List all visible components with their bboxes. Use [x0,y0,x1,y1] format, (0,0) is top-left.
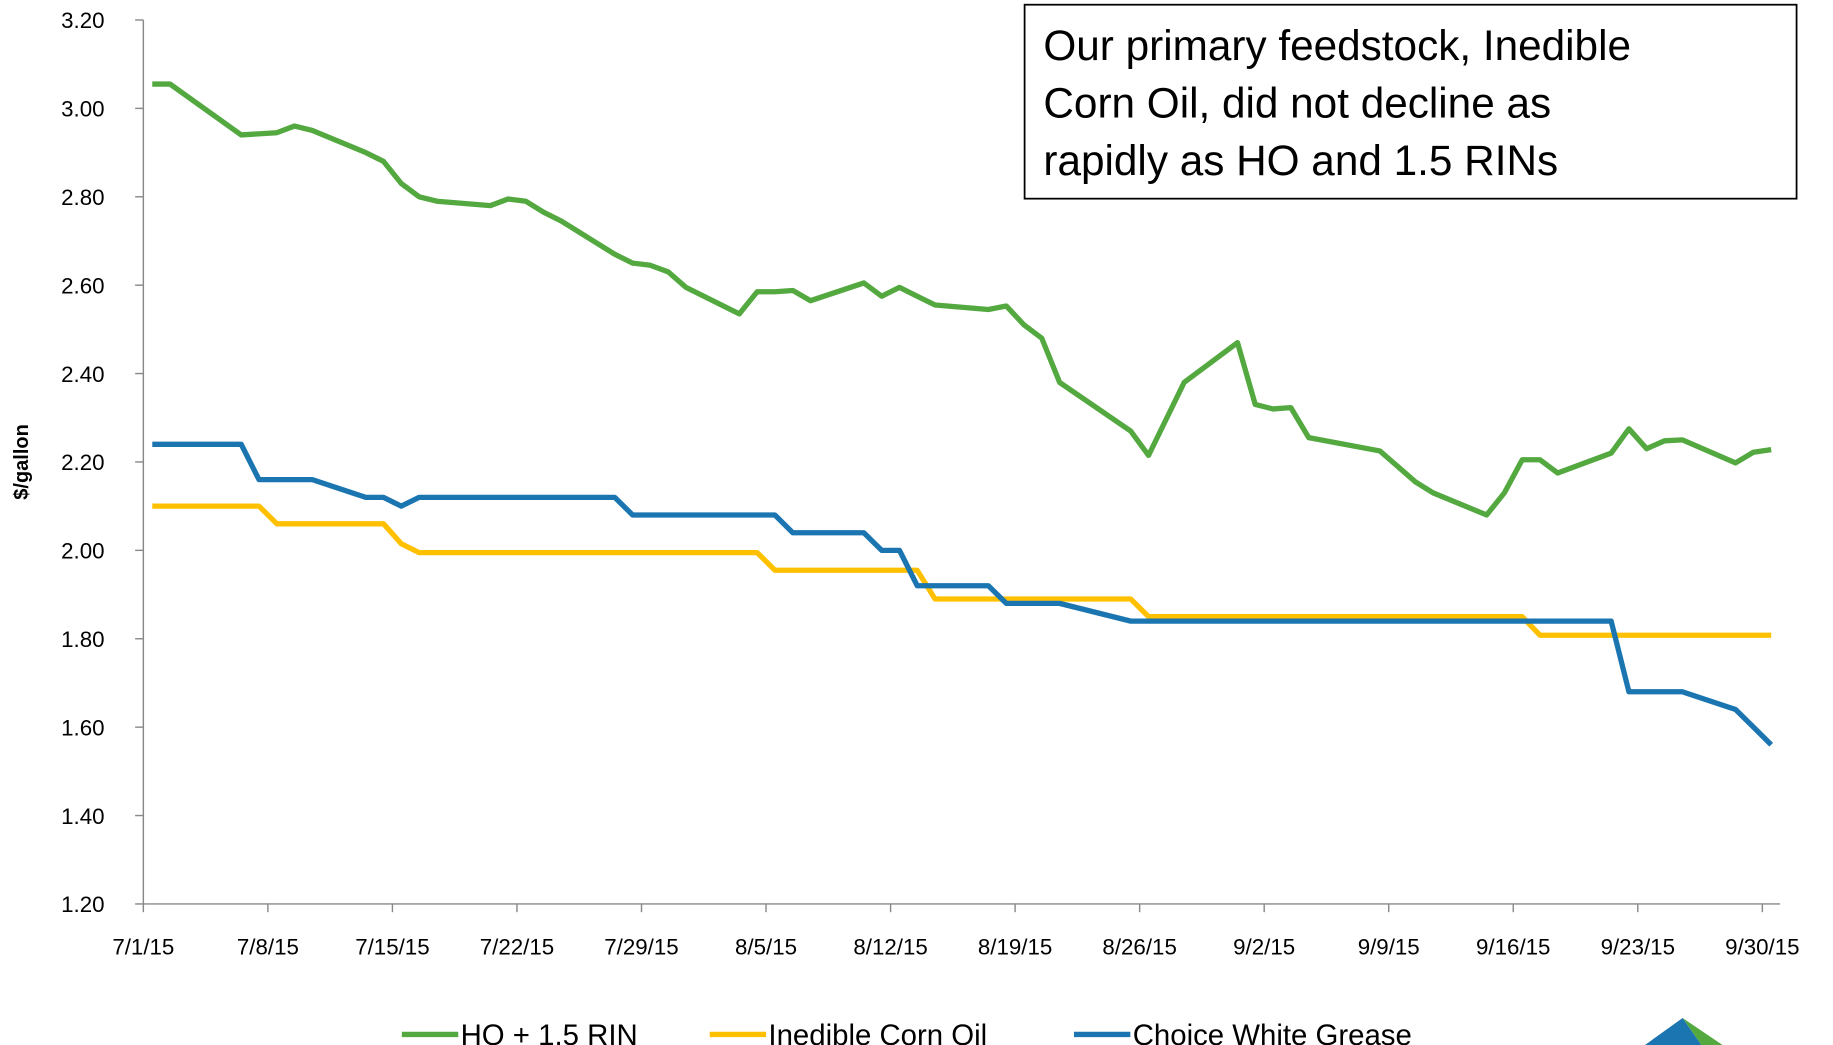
y-tick-label: 1.40 [61,804,104,829]
legend-label: HO + 1.5 RIN [461,1019,638,1045]
annotation-line: Corn Oil, did not decline as [1043,80,1551,127]
x-tick-label: 9/23/15 [1601,934,1675,959]
annotation-line: Our primary feedstock, Inedible [1043,22,1631,69]
y-tick-label: 2.20 [61,450,104,475]
x-tick-label: 8/19/15 [978,934,1052,959]
x-tick-label: 9/2/15 [1233,934,1295,959]
x-tick-label: 8/12/15 [853,934,927,959]
y-tick-label: 2.80 [61,185,104,210]
x-tick-label: 7/1/15 [112,934,174,959]
series-line [152,441,1774,747]
annotation-line: rapidly as HO and 1.5 RINs [1043,137,1558,184]
series-line [152,503,1772,638]
y-tick-label: 1.20 [61,892,104,917]
y-tick-label: 2.40 [61,362,104,387]
y-tick-label: 3.20 [61,8,104,33]
legend-label: Choice White Grease [1133,1019,1412,1045]
y-tick-label: 2.00 [61,539,104,564]
x-tick-label: 7/8/15 [237,934,299,959]
x-tick-label: 8/26/15 [1102,934,1176,959]
y-tick-label: 3.00 [61,97,104,122]
y-axis-label: $/gallon [11,424,33,499]
x-tick-label: 8/5/15 [735,934,797,959]
x-tick-label: 7/29/15 [604,934,678,959]
x-tick-label: 9/16/15 [1476,934,1550,959]
x-tick-label: 7/22/15 [480,934,554,959]
annotation-box [1023,3,1798,200]
y-tick-label: 1.60 [61,715,104,740]
legend-label: Inedible Corn Oil [768,1019,987,1045]
x-tick-label: 7/15/15 [355,934,429,959]
x-tick-label: 9/30/15 [1725,934,1799,959]
y-tick-label: 1.80 [61,627,104,652]
x-tick-label: 9/9/15 [1358,934,1420,959]
logo [1645,1017,1723,1045]
series-line [152,81,1772,518]
y-tick-label: 2.60 [61,273,104,298]
